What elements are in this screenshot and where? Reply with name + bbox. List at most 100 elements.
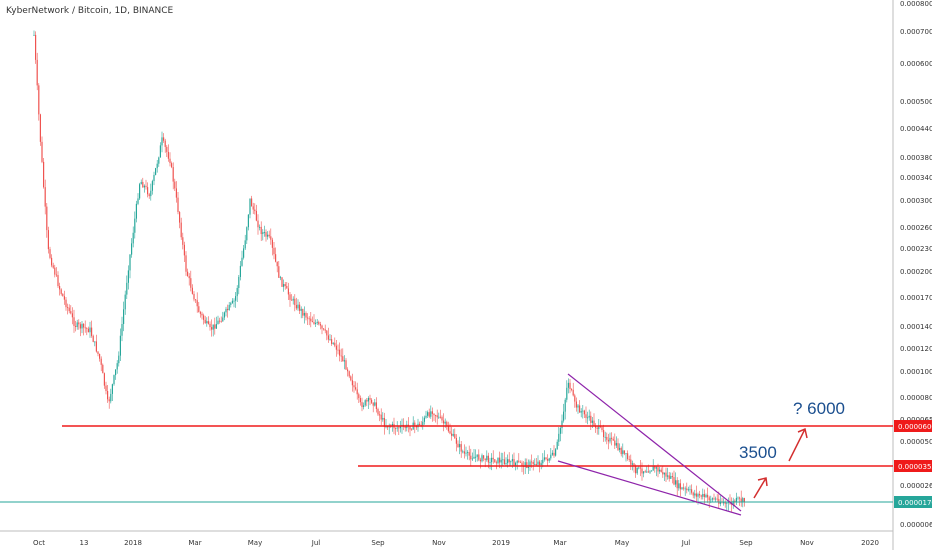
candle-body — [65, 299, 67, 308]
candle-body — [179, 212, 181, 223]
candle-body — [276, 261, 278, 267]
candle-body — [510, 461, 512, 463]
candle-body — [129, 254, 131, 271]
candle-body — [159, 145, 161, 158]
candle-body — [555, 449, 557, 456]
candle-body — [503, 459, 505, 465]
candle-body — [527, 466, 529, 469]
candle-body — [572, 389, 574, 396]
candle-body — [491, 457, 493, 463]
candle-body — [564, 399, 566, 412]
candle-body — [529, 461, 531, 467]
candle-body — [607, 439, 609, 442]
candle-body — [519, 461, 521, 463]
candle-body — [451, 433, 453, 436]
candle-body — [83, 323, 85, 328]
candle-body — [169, 158, 171, 164]
y-tick-label: 0.00010000 — [900, 368, 932, 376]
candle-body — [639, 467, 641, 469]
candle-body — [99, 353, 101, 359]
candle-body — [516, 460, 518, 463]
y-tick-label: 0.00034000 — [900, 174, 932, 182]
candle-body — [492, 457, 494, 460]
candle-body — [479, 459, 481, 462]
candle-body — [196, 300, 198, 307]
candle-body — [641, 468, 643, 474]
candle-body — [321, 325, 323, 329]
candle-body — [699, 493, 701, 496]
candle-body — [78, 322, 80, 325]
candle-body — [644, 471, 646, 473]
candle-body — [638, 467, 640, 469]
candle-body — [239, 265, 241, 277]
candle-body — [334, 342, 336, 346]
candle-body — [463, 451, 465, 454]
candle-body — [116, 363, 118, 370]
candle-body — [713, 498, 715, 500]
y-tick-label: 0.00080000 — [900, 0, 932, 8]
candle-body — [676, 480, 678, 489]
candle-body — [502, 459, 504, 461]
candle-body — [228, 304, 230, 311]
candle-body — [499, 457, 501, 463]
candle-body — [171, 163, 173, 168]
candle-body — [465, 452, 467, 454]
candle-body — [145, 185, 147, 188]
candle-body — [158, 157, 160, 164]
candle-body — [577, 405, 579, 408]
candle-body — [263, 232, 265, 233]
candle-body — [337, 349, 339, 351]
candle-body — [662, 472, 664, 475]
candle-body — [593, 420, 595, 426]
candle-body — [39, 114, 41, 142]
candle-body — [348, 371, 350, 377]
x-tick-label: Oct — [33, 539, 45, 547]
candle-body — [569, 382, 571, 389]
x-tick-label: Nov — [800, 539, 814, 547]
candle-body — [265, 232, 267, 237]
candle-body — [563, 411, 565, 421]
candle-body — [620, 447, 622, 455]
candle-body — [147, 187, 149, 195]
candle-body — [84, 327, 86, 329]
candle-body — [185, 255, 187, 272]
candle-body — [473, 456, 475, 459]
candle-body — [659, 469, 661, 472]
candle-body — [686, 488, 688, 491]
candle-body — [449, 431, 451, 434]
candle-body — [507, 459, 509, 464]
candle-body — [47, 230, 49, 250]
candle-body — [206, 321, 208, 324]
candle-body — [598, 425, 600, 429]
candle-body — [297, 304, 299, 309]
candle-body — [356, 389, 358, 395]
candle-body — [521, 462, 523, 466]
x-tick-label: Jul — [681, 539, 691, 547]
candle-body — [267, 234, 269, 237]
candle-body — [134, 218, 136, 233]
candle-body — [231, 300, 233, 304]
candle-body — [727, 502, 729, 503]
candle-body — [110, 393, 112, 402]
candle-body — [318, 321, 320, 325]
candle-body — [454, 433, 456, 439]
candle-body — [302, 308, 304, 316]
candle-body — [591, 420, 593, 423]
candle-body — [121, 323, 123, 336]
candle-body — [268, 234, 270, 237]
candle-body — [627, 453, 629, 460]
candle-body — [262, 232, 264, 235]
candle-body — [118, 355, 120, 364]
candle-body — [115, 369, 117, 376]
price-tag-3550-label: 0.00003550 — [898, 463, 932, 471]
candle-body — [436, 415, 438, 418]
candle-body — [654, 466, 656, 469]
candle-body — [283, 284, 285, 287]
candle-body — [180, 222, 182, 238]
candle-body — [668, 475, 670, 479]
candle-body — [617, 443, 619, 450]
candle-body — [547, 459, 549, 461]
price-tag-6000: 0.00006000 — [894, 420, 932, 432]
annotation-6000: ? 6000 — [793, 399, 845, 418]
